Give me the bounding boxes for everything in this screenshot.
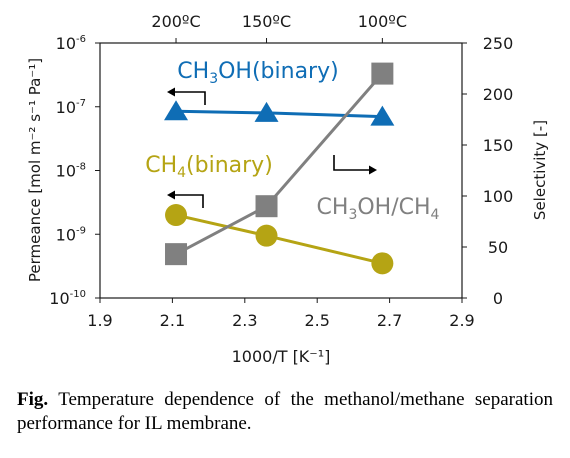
data-point-square — [371, 62, 394, 85]
y-right-tick-label: 100 — [483, 187, 514, 206]
y-right-tick-label: 50 — [488, 238, 508, 257]
left-axis-arrow-ch3oh-head — [167, 87, 175, 97]
y-left-tick-label: 10-9 — [56, 225, 86, 244]
data-point-circle — [165, 204, 188, 227]
y-left-tick-label: 10-6 — [56, 34, 86, 53]
top-temperature-label: 100ºC — [358, 12, 407, 31]
left-axis-arrow-ch3oh — [171, 91, 206, 105]
y-right-tick-label: 0 — [493, 289, 503, 308]
left-axis-arrow-ch4 — [171, 194, 204, 208]
x-tick-label: 1.9 — [87, 311, 112, 330]
left-axis-arrow-ch4-head — [167, 190, 175, 200]
x-tick-label: 2.7 — [377, 311, 402, 330]
y-right-axis-label: Selectivity [-] — [531, 120, 549, 220]
y-right-tick-label: 200 — [483, 85, 514, 104]
data-point-triangle — [254, 101, 279, 122]
data-point-circle — [255, 224, 278, 247]
ch4-series-label: CH4(binary) — [145, 153, 273, 181]
x-axis-label: 1000/T [K⁻¹] — [232, 347, 331, 366]
y-right-tick-label: 150 — [483, 136, 514, 155]
caption-label: Fig. — [17, 389, 49, 410]
selectivity-series-label: CH3OH/CH4 — [317, 195, 440, 223]
data-point-circle — [371, 252, 394, 275]
top-temperature-label: 200ºC — [151, 12, 200, 31]
y-left-tick-label: 10-8 — [56, 162, 86, 181]
x-tick-label: 2.1 — [160, 311, 185, 330]
caption-text: Temperature dependence of the methanol/m… — [17, 389, 553, 434]
data-point-triangle — [370, 105, 395, 126]
ch3oh-series-label: CH3OH(binary) — [177, 59, 338, 87]
y-left-tick-label: 10-7 — [56, 98, 86, 117]
data-point-square — [255, 195, 278, 218]
series-line — [175, 109, 383, 119]
axis-ticks: 1.9 2.1 2.3 2.5 2.7 2.9 10-10 10-9 10-8 10-7 10-6 0… — [49, 12, 513, 330]
series-layer — [164, 62, 395, 275]
x-tick-label: 2.5 — [304, 311, 329, 330]
permeance-selectivity-chart: 1.9 2.1 2.3 2.5 2.7 2.9 10-10 10-9 10-8 10-7 10-6 0… — [26, 12, 549, 366]
y-left-tick-label: 10-10 — [49, 289, 86, 308]
y-left-axis-label: Permeance [mol m⁻² s⁻¹ Pa⁻¹] — [26, 58, 44, 282]
right-axis-arrow-head — [369, 165, 377, 175]
x-tick-label: 2.9 — [449, 311, 474, 330]
right-axis-arrow — [333, 155, 372, 171]
data-point-square — [165, 243, 188, 266]
x-tick-label: 2.3 — [232, 311, 257, 330]
y-right-tick-label: 250 — [483, 34, 514, 53]
data-point-triangle — [164, 100, 189, 121]
figure-caption: Fig. Temperature dependence of the metha… — [17, 388, 553, 436]
top-temperature-label: 150ºC — [242, 12, 291, 31]
annotation-layer: CH3OH(binary) CH4(binary) CH3OH/CH4 — [145, 59, 439, 223]
